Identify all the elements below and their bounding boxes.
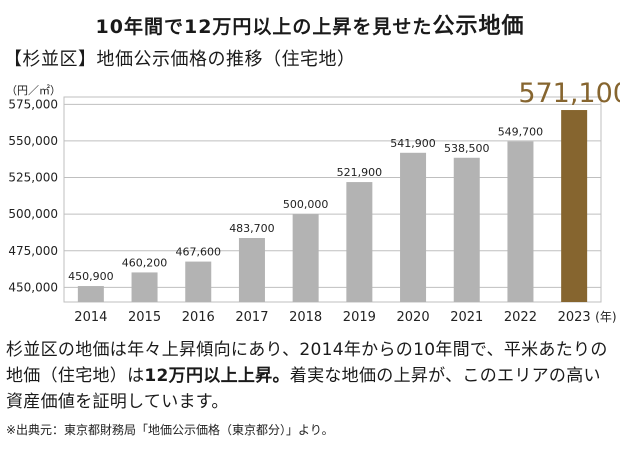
body-text-bold: 12万円以上上昇。 [144,366,290,386]
x-tick-label: 2018 [289,310,322,325]
bar [131,272,158,302]
x-tick-label: 2023 [558,310,591,325]
body-text: 杉並区の地価は年々上昇傾向にあり、2014年からの10年間で、平米あたりの地価（… [6,337,618,415]
source-note: ※出典元：東京都財務局「地価公示価格（東京都分）」より。 [6,423,334,437]
x-tick-label: 2014 [74,310,107,325]
bar [77,286,104,302]
data-label: 467,600 [176,246,222,259]
x-tick-label: 2015 [128,310,161,325]
data-label: 521,900 [337,166,383,179]
x-tick-label: 2017 [235,310,268,325]
data-label: 541,900 [390,137,436,150]
y-tick-label: 550,000 [8,134,58,148]
data-label: 450,900 [68,270,114,283]
y-tick-label: 450,000 [8,280,58,294]
bar-highlight [561,110,588,303]
headline-accent: 公示地価 [432,14,525,39]
x-axis-unit: (年) [595,310,616,324]
chart-title: 【杉並区】地価公示価格の推移（住宅地） [4,49,356,70]
data-label: 483,700 [229,222,275,235]
bar-chart: 450,000 475,000 500,000 525,000 550,000 575,0… [6,78,620,325]
data-label: 538,500 [444,142,490,155]
bar [453,157,480,302]
body-text-after: 着実な地価の上昇が、このエリアの高い資産価値を証明しています。 [6,366,601,412]
x-tick-label: 2020 [397,310,430,325]
data-label: 549,700 [498,125,544,138]
x-tick-label: 2021 [450,310,483,325]
y-tick-label: 575,000 [8,97,58,111]
bar [400,152,427,302]
data-label: 500,000 [283,198,329,211]
x-tick-label: 2019 [343,310,376,325]
headline: 10年間で12万円以上の上昇を見せた公示地価 [0,8,620,40]
bar [185,261,212,302]
x-tick-label: 2016 [182,310,215,325]
plot-frame [63,96,602,303]
y-axis-unit: （円／㎡） [6,84,61,97]
y-tick-label: 500,000 [8,207,58,221]
y-tick-label: 525,000 [8,171,58,185]
x-tick-label: 2022 [504,310,537,325]
bar [346,182,373,302]
data-label-highlight: 571,100 [518,78,620,109]
data-label: 460,200 [122,256,168,269]
bar [238,238,265,302]
y-tick-label: 475,000 [8,244,58,258]
bar [292,214,319,302]
body-text-before: 杉並区の地価は年々上昇傾向にあり、2014年からの10年間で、平米あたりの地価（… [6,340,608,386]
headline-text: 10年間で12万円以上の上昇を見せた [95,16,433,38]
bar [507,141,534,302]
